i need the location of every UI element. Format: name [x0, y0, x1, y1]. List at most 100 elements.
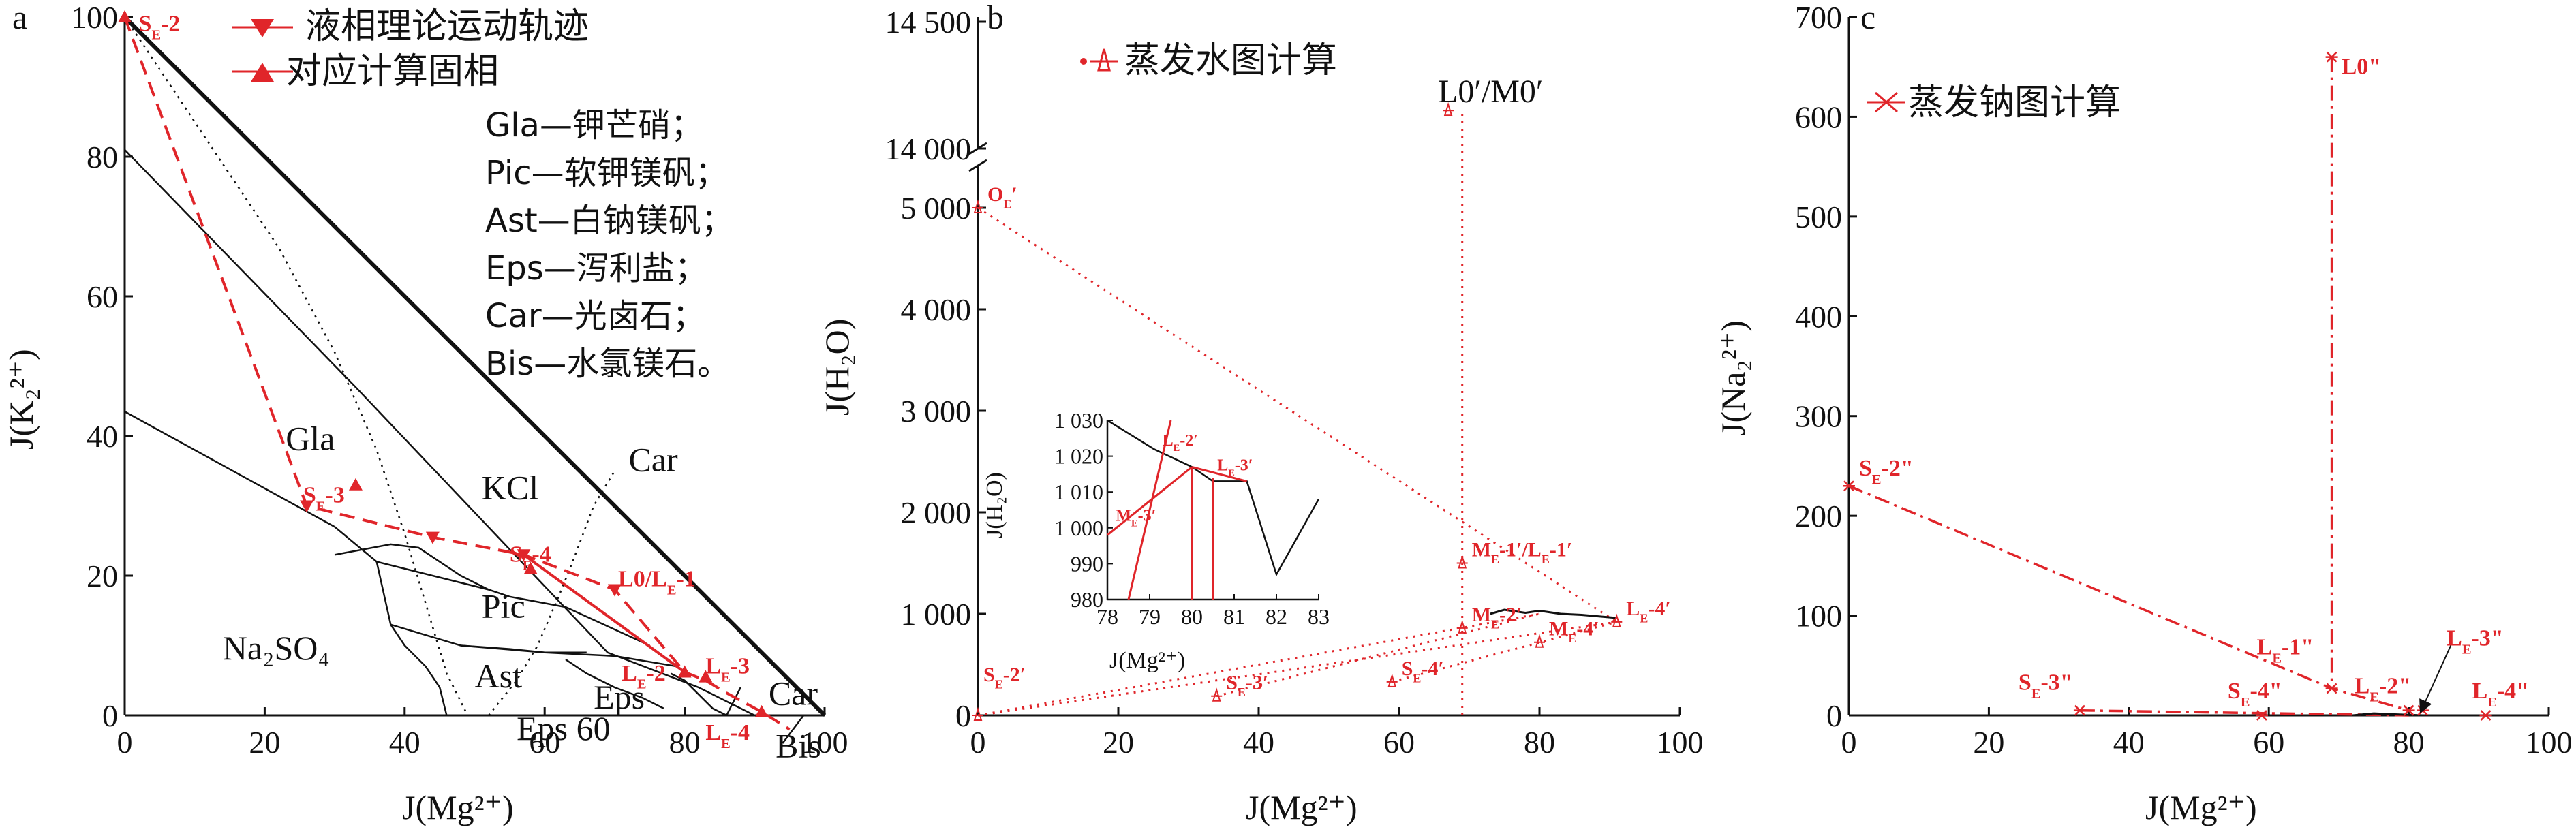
inset-point-labels: LE-2′LE-3′ME-3′ [1116, 432, 1253, 529]
point-label-suffix: -2 [161, 12, 180, 37]
point-label-sub: E [721, 736, 731, 751]
field-label: Eps 60 [517, 709, 611, 747]
y-tick-label: 1 000 [901, 597, 972, 632]
point-label-sub: E [2241, 695, 2250, 710]
inset-xlabel: J(Mg²⁺) [1109, 648, 1185, 673]
point-label-base: S [2019, 670, 2031, 696]
phase-boundary [670, 672, 727, 717]
inset-red-line [1127, 420, 1172, 600]
point-label-base: O [987, 183, 1003, 206]
solid-point [118, 10, 132, 22]
point-label-base: L0′/M0′ [1438, 74, 1543, 110]
y-tick-label: 80 [87, 140, 118, 174]
panel-c-tick-labels: 0 20 40 60 80 100 0 100 200 300 400 500 600 700 [1795, 0, 2573, 760]
solid-point [677, 665, 692, 678]
inset-point-label: LE-2′ [1163, 432, 1198, 454]
y-tick-label: 0 [1826, 698, 1842, 733]
y-tick-label: 14 000 [885, 131, 972, 166]
point-label-suffix2: -1′ [1550, 539, 1572, 561]
inset-point-label-sub: E [1228, 468, 1235, 479]
y-tick-label: 4 000 [901, 292, 972, 327]
dotted-boundary [123, 16, 469, 716]
inset-y-tick-label: 990 [1071, 551, 1103, 576]
dotted-line [977, 612, 1540, 717]
point-label-base: L [2257, 634, 2273, 659]
point-label-base: S [2228, 679, 2241, 704]
point-label-base: L [705, 720, 721, 745]
point-label-sub: E [1413, 671, 1421, 685]
point-label-sub: E [2487, 695, 2497, 710]
solid-curve [1490, 608, 1617, 619]
x-tick-label: 0 [970, 725, 986, 760]
solid-point [523, 561, 538, 574]
data-point [1211, 687, 1223, 702]
point-label-sub: E [1238, 685, 1246, 699]
point-label-sub: E [316, 499, 326, 514]
data-point [2255, 710, 2268, 721]
y-tick-label: 5 000 [901, 191, 972, 225]
x-tick-label: 80 [2393, 725, 2425, 760]
point-label-base: L0" [2342, 55, 2382, 80]
point-label-sub: E [637, 677, 647, 692]
data-point [2073, 704, 2086, 716]
point-label-sub: E [1003, 198, 1011, 211]
point-label-sub: E [995, 678, 1003, 691]
point-label: SE-2 [139, 12, 181, 43]
point-label: L0" [2342, 55, 2382, 80]
inset-x-tick-label: 78 [1097, 604, 1118, 629]
panel-c-plot [1843, 51, 2492, 721]
point-label-sub: E [1640, 611, 1648, 625]
abbrev-bis: Bis—水氯镁石。 [485, 345, 730, 383]
inset-point-label-base: L [1217, 457, 1228, 475]
phase-boundary [334, 543, 489, 591]
point-label-suffix: -4′ [1576, 618, 1599, 640]
point-label-base: S [1226, 672, 1238, 694]
point-label: SE-2" [1859, 456, 1914, 487]
abbrev-car: Car—光卤石； [485, 297, 705, 335]
point-label-sub: E [1491, 617, 1499, 631]
phase-boundary [726, 687, 741, 716]
abbrev-gla: Gla—钾芒硝； [485, 106, 703, 144]
x-tick-label: 100 [801, 725, 848, 760]
dashdot-line [2079, 709, 2409, 717]
panel-a-point-labels: SE-2SE-3SE-4L0/LE-1LE-2 LE-3LE-4 [139, 12, 750, 751]
y-tick-label: 400 [1795, 299, 1842, 334]
point-label-suffix: -4" [2497, 679, 2529, 704]
point-label-sub: E [2462, 642, 2472, 657]
phase-boundary [123, 15, 827, 717]
point-label-suffix: -1 [676, 566, 695, 591]
y-tick-label: 2 000 [901, 495, 972, 530]
panel-a-plot [118, 10, 827, 744]
inset-point-label: LE-3′ [1217, 457, 1253, 479]
point-label: ME-2′ [1472, 604, 1522, 632]
y-tick-label: 40 [87, 419, 118, 454]
x-tick-label: 0 [1841, 725, 1857, 760]
y-tick-label: 100 [1795, 599, 1842, 634]
liquid-point [300, 500, 314, 513]
panel-b-title: 蒸发水图计算 [1124, 40, 1337, 81]
point-label: SE-4 [510, 542, 551, 574]
inset-x-tick-label: 79 [1139, 604, 1161, 629]
inset-y-tick-label: 1 000 [1054, 516, 1103, 540]
solid-point [754, 704, 769, 717]
point-label: SE-2′ [983, 664, 1026, 691]
y-tick-label: 700 [1795, 0, 1842, 35]
point-label-base: M [1472, 604, 1491, 626]
inset-ylabel: J(H₂O) [982, 472, 1007, 538]
inset-point-label-sub: E [1174, 443, 1180, 454]
legend-label-2: 对应计算固相 [286, 51, 499, 92]
data-point [1456, 555, 1468, 569]
point-label: ME-1′/LE-1′ [1472, 539, 1573, 567]
point-label-base: L [2472, 679, 2488, 704]
inset-x-tick-label: 83 [1308, 604, 1330, 629]
point-label: LE-4" [2472, 679, 2530, 710]
field-label: Na₂SO₄ [223, 629, 330, 667]
inset-y-tick-label: 1 010 [1054, 480, 1103, 504]
liquid-point [607, 584, 622, 597]
inset-red-line [1107, 466, 1193, 536]
point-label: SE-4′ [1402, 657, 1444, 685]
data-point [2325, 683, 2338, 694]
point-label-base: S [983, 664, 995, 686]
panel-b-label: b [987, 0, 1004, 36]
